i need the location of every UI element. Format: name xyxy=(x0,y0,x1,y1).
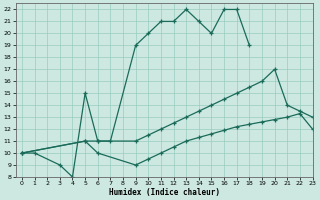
X-axis label: Humidex (Indice chaleur): Humidex (Indice chaleur) xyxy=(108,188,220,197)
